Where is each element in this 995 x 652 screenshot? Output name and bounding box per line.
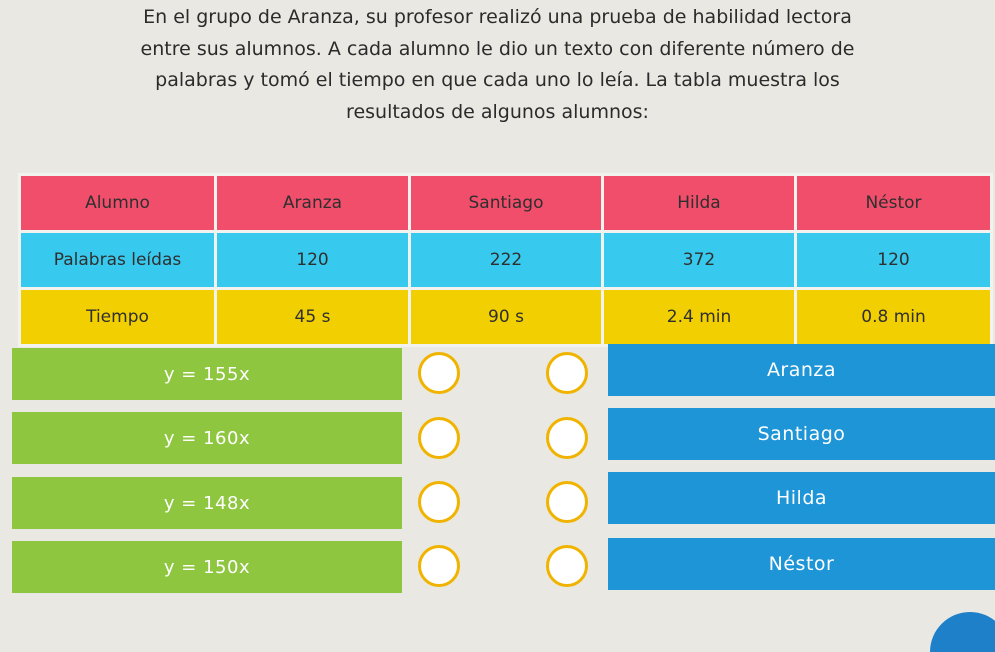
right-connector-2[interactable] xyxy=(546,417,588,459)
table-cell: Alumno xyxy=(18,173,217,233)
results-table: Alumno Aranza Santiago Hilda Néstor Pala… xyxy=(18,173,993,347)
table-cell: 0.8 min xyxy=(794,287,993,347)
problem-statement: En el grupo de Aranza, su profesor reali… xyxy=(40,2,955,128)
table-row-words: Palabras leídas 120 222 372 120 xyxy=(18,230,993,290)
right-connector-1[interactable] xyxy=(546,352,588,394)
left-connector-2[interactable] xyxy=(418,417,460,459)
table-cell: 120 xyxy=(214,230,411,290)
table-cell: 222 xyxy=(408,230,604,290)
table-cell: 120 xyxy=(794,230,993,290)
table-row-time: Tiempo 45 s 90 s 2.4 min 0.8 min xyxy=(18,287,993,347)
equation-card-2[interactable]: y = 160x xyxy=(12,412,402,464)
prompt-line: palabras y tomó el tiempo en que cada un… xyxy=(155,69,840,91)
left-connector-1[interactable] xyxy=(418,352,460,394)
equation-card-1[interactable]: y = 155x xyxy=(12,348,402,400)
left-connector-4[interactable] xyxy=(418,545,460,587)
table-cell: Néstor xyxy=(794,173,993,233)
right-connector-4[interactable] xyxy=(546,545,588,587)
table-cell: Palabras leídas xyxy=(18,230,217,290)
table-row-header: Alumno Aranza Santiago Hilda Néstor xyxy=(18,173,993,233)
prompt-line: entre sus alumnos. A cada alumno le dio … xyxy=(140,37,855,60)
equation-card-3[interactable]: y = 148x xyxy=(12,477,402,529)
table-cell: 90 s xyxy=(408,287,604,347)
equation-card-4[interactable]: y = 150x xyxy=(12,541,402,593)
table-cell: Tiempo xyxy=(18,287,217,347)
table-cell: Hilda xyxy=(601,173,797,233)
student-card-3[interactable]: Hilda xyxy=(608,472,995,524)
table-cell: Santiago xyxy=(408,173,604,233)
left-connector-3[interactable] xyxy=(418,481,460,523)
student-card-2[interactable]: Santiago xyxy=(608,408,995,460)
corner-decoration xyxy=(930,612,995,652)
prompt-line: En el grupo de Aranza, su profesor reali… xyxy=(143,6,852,28)
table-cell: 45 s xyxy=(214,287,411,347)
table-cell: 372 xyxy=(601,230,797,290)
student-card-4[interactable]: Néstor xyxy=(608,538,995,590)
prompt-line: resultados de algunos alumnos: xyxy=(346,100,649,123)
right-connector-3[interactable] xyxy=(546,481,588,523)
student-card-1[interactable]: Aranza xyxy=(608,344,995,396)
table-cell: Aranza xyxy=(214,173,411,233)
table-cell: 2.4 min xyxy=(601,287,797,347)
